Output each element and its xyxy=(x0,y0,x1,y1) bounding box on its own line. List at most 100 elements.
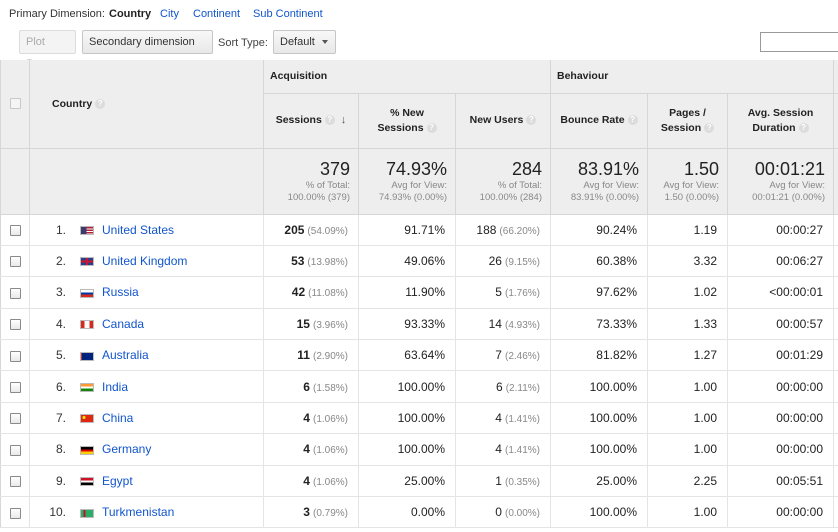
sessions-cell: 42 (11.08%) xyxy=(263,276,359,309)
sessions-value: 15 xyxy=(296,316,310,331)
bounce-rate-cell: 90.24% xyxy=(550,214,648,246)
bounce-rate-column-header[interactable]: Bounce Rate? xyxy=(550,93,648,149)
avg-session-duration-cell: 00:00:00 xyxy=(727,402,834,435)
help-icon[interactable]: ? xyxy=(426,122,437,133)
country-link[interactable]: Australia xyxy=(102,348,149,363)
country-cell: 5. Australia xyxy=(29,339,264,372)
country-link[interactable]: Canada xyxy=(102,316,145,331)
country-cell: 7. China xyxy=(29,402,264,435)
help-icon[interactable]: ? xyxy=(95,98,106,109)
new-users-cell: 5 (1.76%) xyxy=(455,276,551,309)
sort-type-label: Sort Type: xyxy=(218,37,268,49)
new-users-cell: 6 (2.11%) xyxy=(455,370,551,403)
country-link[interactable]: United States xyxy=(102,222,175,237)
totals-row: 379% of Total: 100.00% (379) 74.93% Avg fo… xyxy=(0,148,838,215)
sessions-value: 3 xyxy=(303,505,310,520)
table-row: 6. India 6 (1.58%) 100.00% 6 (2.11%) 100.00% 1.0… xyxy=(0,370,838,403)
sessions-percent: (13.98%) xyxy=(307,257,348,269)
help-icon[interactable]: ? xyxy=(627,115,638,126)
country-link[interactable]: Russia xyxy=(102,285,139,300)
avg-session-duration-column-header[interactable]: Avg. Session Duration? xyxy=(727,93,834,149)
help-icon[interactable]: ? xyxy=(324,115,335,126)
sessions-column-header[interactable]: Sessions? ↓ xyxy=(263,93,359,149)
sessions-cell: 205 (54.09%) xyxy=(263,214,359,246)
row-checkbox[interactable] xyxy=(9,225,21,237)
country-link[interactable]: China xyxy=(102,411,134,426)
select-all-checkbox[interactable] xyxy=(9,98,21,110)
sessions-value: 4 xyxy=(303,473,310,488)
totals-caption: % of Total: xyxy=(497,179,542,191)
new-users-percent: (66.20%) xyxy=(499,225,540,237)
totals-empty-cell xyxy=(29,148,264,215)
help-icon[interactable]: ? xyxy=(526,115,537,126)
chevron-down-icon xyxy=(321,40,328,45)
sort-type-dropdown[interactable]: Default xyxy=(273,30,336,54)
table-row: 5. Australia 11 (2.90%) 63.64% 7 (2.46%) 81.82%… xyxy=(0,339,838,372)
row-checkbox[interactable] xyxy=(9,350,21,362)
new-users-percent: (1.76%) xyxy=(504,288,540,300)
row-spacer xyxy=(833,496,838,529)
sessions-cell: 4 (1.06%) xyxy=(263,433,359,466)
row-checkbox[interactable] xyxy=(9,287,21,299)
sessions-value: 11 xyxy=(297,348,310,363)
canada-flag-icon xyxy=(80,320,94,330)
dimension-link-city[interactable]: City xyxy=(160,8,179,20)
new-users-cell: 4 (1.41%) xyxy=(455,433,551,466)
pages-per-session-column-header[interactable]: Pages / Session? xyxy=(647,93,728,149)
pages-per-session-cell: 1.33 xyxy=(647,308,728,341)
bounce-rate-cell: 60.38% xyxy=(550,245,648,278)
new-sessions-cell: 49.06% xyxy=(358,245,456,278)
row-checkbox[interactable] xyxy=(9,381,21,393)
sort-type-value: Default xyxy=(280,36,315,48)
new-users-cell: 4 (1.41%) xyxy=(455,402,551,435)
country-link[interactable]: Turkmenistan xyxy=(102,505,175,520)
select-all-header xyxy=(0,60,30,149)
country-column-header[interactable]: Country? xyxy=(29,60,264,149)
dimension-link-sub-continent[interactable]: Sub Continent xyxy=(253,8,323,20)
avg-session-duration-cell: 00:00:57 xyxy=(727,308,834,341)
sessions-cell: 3 (0.79%) xyxy=(263,496,359,529)
sessions-header-label: Sessions xyxy=(275,113,322,126)
country-link[interactable]: Germany xyxy=(102,442,152,457)
primary-dimension-bar: Primary Dimension: Country City Continen… xyxy=(0,0,838,28)
new-sessions-column-header[interactable]: % New Sessions? xyxy=(358,93,456,149)
new-users-percent: (2.11%) xyxy=(505,382,540,394)
behaviour-group-header: Behaviour xyxy=(550,60,834,94)
row-checkbox[interactable] xyxy=(9,413,21,425)
secondary-dimension-dropdown[interactable]: Secondary dimension xyxy=(82,30,213,67)
help-icon[interactable]: ? xyxy=(704,122,715,133)
plot-rows-button[interactable]: Plot Rows xyxy=(19,30,76,70)
row-checkbox[interactable] xyxy=(9,256,21,268)
new-users-value: 4 xyxy=(495,442,502,457)
new-sessions-cell: 100.00% xyxy=(358,402,456,435)
row-checkbox[interactable] xyxy=(9,319,21,331)
primary-dimension-label: Primary Dimension: xyxy=(9,8,105,20)
row-checkbox[interactable] xyxy=(9,444,21,456)
help-icon[interactable]: ? xyxy=(798,122,809,133)
new-users-cell: 14 (4.93%) xyxy=(455,308,551,341)
sessions-cell: 4 (1.06%) xyxy=(263,402,359,435)
country-link[interactable]: United Kingdom xyxy=(102,254,188,269)
row-checkbox[interactable] xyxy=(9,507,21,519)
country-link[interactable]: Egypt xyxy=(102,473,133,488)
country-link[interactable]: India xyxy=(102,379,129,394)
new-users-column-header[interactable]: New Users? xyxy=(455,93,551,149)
row-spacer xyxy=(833,402,838,435)
bounce-rate-header-label: Bounce Rate xyxy=(560,113,625,126)
bounce-rate-cell: 25.00% xyxy=(550,465,648,498)
sort-descending-icon[interactable]: ↓ xyxy=(340,113,347,126)
avg-session-duration-cell: <00:00:01 xyxy=(727,276,834,309)
new-sessions-cell: 0.00% xyxy=(358,496,456,529)
new-sessions-header-line2: Sessions xyxy=(377,121,424,134)
new-users-value: 6 xyxy=(496,379,503,394)
row-checkbox-cell xyxy=(0,308,30,341)
sessions-value: 205 xyxy=(284,222,305,237)
sessions-percent: (2.90%) xyxy=(312,351,348,363)
table-search-input[interactable] xyxy=(760,32,838,52)
pages-per-session-cell: 1.02 xyxy=(647,276,728,309)
row-checkbox[interactable] xyxy=(9,476,21,488)
row-checkbox-cell xyxy=(0,339,30,372)
dimension-link-continent[interactable]: Continent xyxy=(193,8,241,20)
bounce-rate-cell: 100.00% xyxy=(550,370,648,403)
header-spacer xyxy=(833,60,838,94)
